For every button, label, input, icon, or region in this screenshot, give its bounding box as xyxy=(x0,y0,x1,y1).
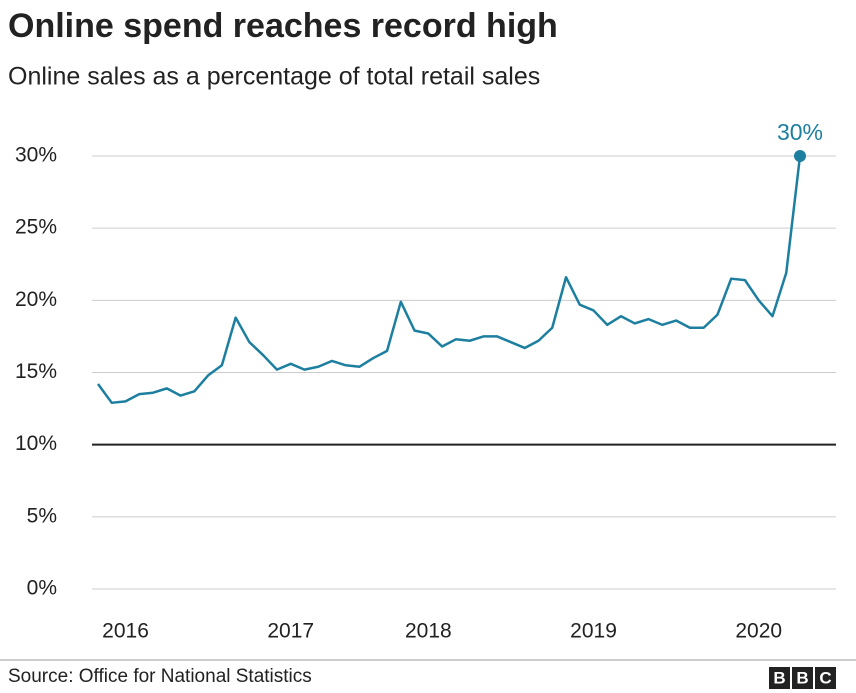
logo: BBC xyxy=(773,668,831,687)
y-tick-label: 25% xyxy=(15,216,57,239)
x-tick-label: 2019 xyxy=(570,620,617,643)
x-tick-label: 2016 xyxy=(102,620,149,643)
source: Source: Office for National Statistics xyxy=(8,666,312,687)
y-tick-label: 10% xyxy=(15,432,57,455)
line xyxy=(96,155,802,405)
y-tick-label: 0% xyxy=(27,577,57,600)
y-tick-label: 30% xyxy=(15,144,57,167)
chart-subtitle: Online sales as a percentage of total re… xyxy=(8,63,540,91)
y-tick-label: 20% xyxy=(15,288,57,311)
logo-box xyxy=(769,667,790,689)
x-tick-label: 2017 xyxy=(267,620,314,643)
point xyxy=(794,150,806,162)
x-tick-label: 2018 xyxy=(405,620,452,643)
chart-title: Online spend reaches record high xyxy=(8,7,558,45)
logo-box xyxy=(792,667,813,689)
y-tick-label: 5% xyxy=(27,504,57,527)
x-tick-label: 2020 xyxy=(735,620,782,643)
logo-box xyxy=(815,667,836,689)
y-tick-label: 15% xyxy=(15,360,57,383)
data-label: 30% xyxy=(777,119,823,145)
